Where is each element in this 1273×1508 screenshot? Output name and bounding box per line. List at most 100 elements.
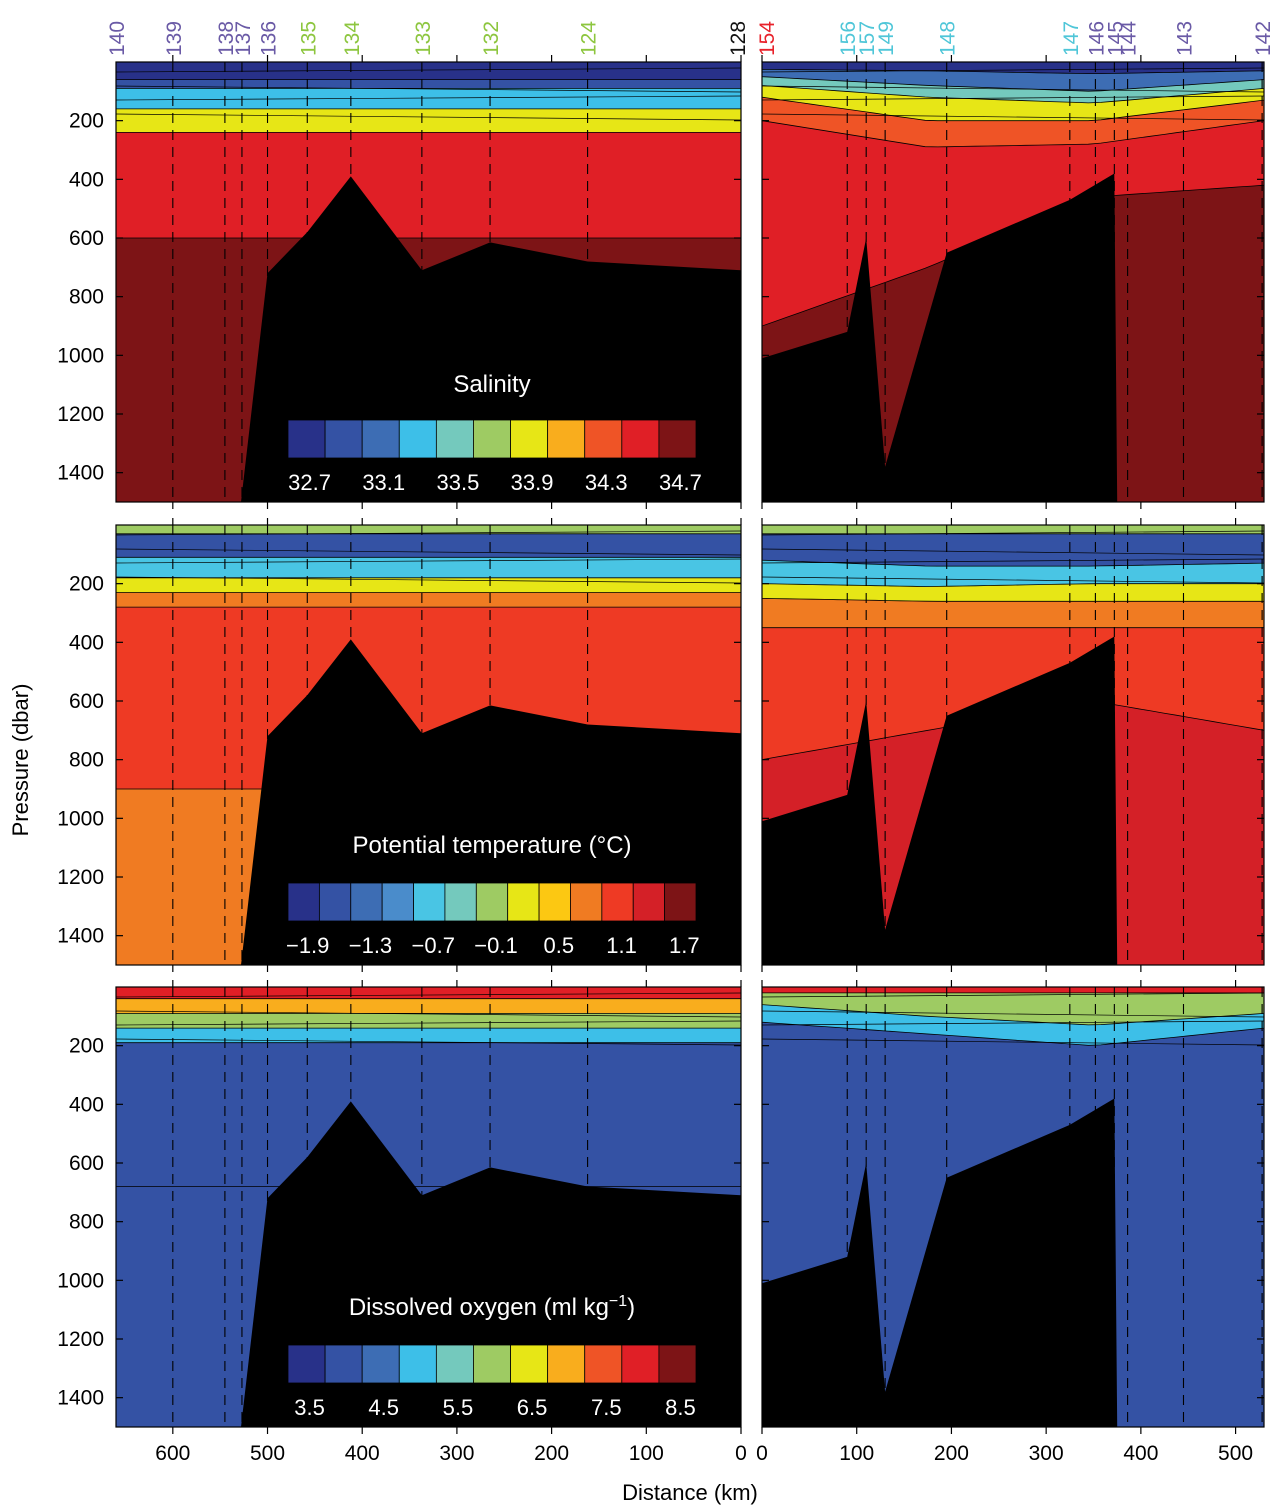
contour-line [116, 992, 741, 998]
station-label: 132 [480, 21, 503, 56]
x-axis-label: Distance (km) [622, 1480, 758, 1505]
y-tick-label: 800 [69, 749, 104, 772]
colorbar-tick-label: 1.7 [669, 933, 700, 958]
y-tick-label: 1400 [57, 462, 104, 485]
station-label: 135 [297, 21, 320, 56]
x-tick-label: 200 [534, 1442, 569, 1465]
y-tick-label: 400 [69, 631, 104, 654]
colorbar-tick-label: 34.3 [585, 470, 628, 495]
contour-line [762, 1038, 1264, 1046]
colorbar-tick-label: −1.9 [286, 933, 329, 958]
colorbar-tick-label: 5.5 [443, 1395, 474, 1420]
contour-line [116, 1020, 741, 1026]
x-tick-label: 500 [1218, 1442, 1253, 1465]
colorbar: 3.5 4.5 5.5 6.5 7.5 8.5 [287, 1344, 697, 1420]
colorbar-swatch [287, 419, 326, 459]
panel-right-1 [761, 55, 1265, 509]
y-tick-label: 1200 [57, 1328, 104, 1351]
colorbar-swatch [444, 882, 477, 922]
colorbar-swatch [475, 882, 509, 922]
contour-line [762, 67, 1264, 73]
seafloor [762, 636, 1118, 965]
station-label: 128 [727, 21, 750, 56]
y-tick-label: 600 [69, 227, 104, 250]
y-tick-label: 400 [69, 168, 104, 191]
colorbar-tick-label: 8.5 [665, 1395, 696, 1420]
station-label: 136 [258, 21, 281, 56]
colorbar-tick-label: 3.5 [294, 1395, 325, 1420]
seafloor [762, 1098, 1118, 1427]
colorbar-tick-label: 34.7 [659, 470, 702, 495]
colorbar-swatch [601, 882, 634, 922]
y-tick-label: 200 [69, 573, 104, 596]
y-tick-label: 1400 [57, 925, 104, 948]
colorbar-swatch [324, 1344, 363, 1384]
station-label: 124 [578, 21, 601, 56]
colorbar-tick-label: 33.5 [436, 470, 479, 495]
colorbar-swatch [361, 419, 400, 459]
colorbar-tick-label: 7.5 [591, 1395, 622, 1420]
x-tick-label: 200 [934, 1442, 969, 1465]
colorbar-swatch [381, 882, 414, 922]
colorbar-swatch [538, 882, 571, 922]
contour-line [116, 548, 741, 556]
colorbar-swatch [398, 419, 437, 459]
colorbar-swatch [621, 419, 660, 459]
colorbar-tick-label: 32.7 [288, 470, 331, 495]
contour-band [762, 525, 1264, 535]
colorbar-swatch [398, 1344, 437, 1384]
station-label: 139 [163, 21, 186, 56]
panel-frame [115, 524, 742, 966]
colorbar-tick-label: −0.7 [412, 933, 455, 958]
contour-line [762, 548, 1264, 556]
y-tick-label: 1200 [57, 866, 104, 889]
colorbar-tick-label: −1.3 [349, 933, 392, 958]
seafloor [762, 173, 1118, 502]
contour-line [116, 530, 741, 536]
contour-line [762, 576, 1264, 584]
colorbar-swatch [570, 882, 603, 922]
y-tick-label: 1000 [57, 807, 104, 830]
colorbar: 32.7 33.1 33.5 33.9 34.3 34.7 [287, 419, 702, 495]
colorbar-swatch [621, 1344, 660, 1384]
panel-left-2: 200 400 600 800 1000 1200 1400 Potential temper… [57, 518, 742, 972]
panel-frame [115, 61, 742, 503]
y-tick-label: 200 [69, 110, 104, 133]
station-label: 146 [1085, 21, 1108, 56]
y-tick-label: 400 [69, 1093, 104, 1116]
contour-line [762, 85, 1264, 93]
colorbar-swatch [658, 419, 697, 459]
colorbar-swatch [435, 419, 474, 459]
colorbar-swatch [547, 419, 586, 459]
contour-line [762, 992, 1264, 998]
x-tick-label: 600 [155, 1442, 190, 1465]
station-label: 142 [1252, 21, 1273, 56]
contour-line [116, 67, 741, 73]
contour-band [116, 987, 741, 1000]
station-label: 133 [412, 21, 435, 56]
contour-line [762, 1020, 1264, 1026]
contour-line [762, 530, 1264, 536]
y-tick-label: 1000 [57, 344, 104, 367]
y-tick-label: 800 [69, 286, 104, 309]
contour-line [116, 1038, 741, 1046]
colorbar-swatch [658, 1344, 697, 1384]
station-label: 144 [1118, 21, 1141, 56]
colorbar-tick-label: 0.5 [543, 933, 574, 958]
colorbar-swatch [584, 419, 623, 459]
station-label: 157 [856, 21, 879, 56]
panel-right-2 [761, 518, 1265, 972]
y-tick-label: 1000 [57, 1269, 104, 1292]
contour-line [762, 558, 1264, 564]
x-tick-label: 100 [629, 1442, 664, 1465]
station-label: 147 [1060, 21, 1083, 56]
contour-line [762, 95, 1264, 101]
contour-line [116, 558, 741, 564]
station-label: 140 [106, 21, 129, 56]
contour-line [116, 1010, 741, 1018]
panel-left-3: 600 500 400 300 200 100 0200400600800100012001… [57, 980, 747, 1465]
colorbar-swatch [664, 882, 697, 922]
panel-frame [115, 986, 742, 1428]
